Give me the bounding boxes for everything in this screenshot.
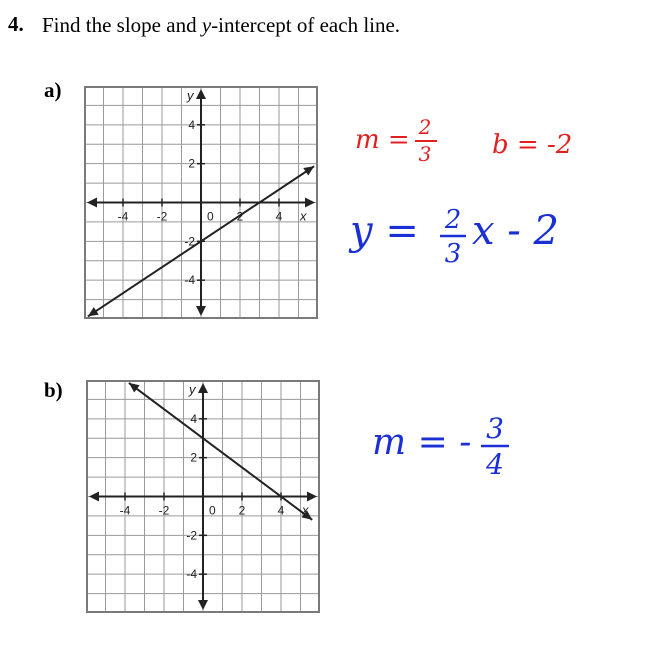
question-text: Find the slope and y-intercept of each l… bbox=[42, 12, 402, 39]
work-a-eq-num: 2 bbox=[444, 205, 462, 235]
work-a-intercept-text: b = -2 bbox=[492, 130, 572, 160]
part-a-label: a) bbox=[44, 78, 62, 102]
work-b-slope-den: 4 bbox=[485, 448, 504, 481]
graph-b-svg: -4 -2 0 2 4 4 2 -2 -4 x y bbox=[86, 380, 320, 613]
x-axis-label: x bbox=[299, 209, 307, 224]
x-axis-label: x bbox=[301, 503, 309, 518]
x-tick-label: -4 bbox=[118, 210, 129, 224]
work-b-slope-num: 3 bbox=[486, 412, 504, 445]
work-a-eq-right: x - 2 bbox=[472, 208, 559, 254]
y-tick-label: -2 bbox=[186, 528, 197, 542]
work-b-slope: m = - 3 4 bbox=[372, 408, 532, 488]
x-tick-label: 4 bbox=[278, 504, 285, 518]
y-axis-label: y bbox=[186, 88, 195, 103]
work-a-intercept: b = -2 bbox=[492, 125, 612, 165]
x-tick-label: 2 bbox=[239, 504, 246, 518]
x-axis-arrow-left bbox=[89, 491, 99, 502]
y-axis-arrow-up bbox=[196, 89, 206, 99]
y-axis-arrow-down bbox=[198, 600, 208, 610]
x-axis-arrow-right bbox=[305, 197, 315, 208]
part-b-label: b) bbox=[44, 378, 63, 402]
y-tick-label: -4 bbox=[184, 273, 195, 287]
y-axis-label: y bbox=[188, 382, 197, 397]
work-a-slope-label: m = bbox=[355, 125, 410, 155]
work-a-eq-left: y = bbox=[348, 208, 419, 254]
work-a-equation: y = 2 3 x - 2 bbox=[348, 198, 590, 278]
line-arrowhead bbox=[301, 510, 313, 520]
graph-b: -4 -2 0 2 4 4 2 -2 -4 x y bbox=[86, 380, 320, 613]
work-a-slope-den: 3 bbox=[419, 142, 432, 166]
y-tick-label: 4 bbox=[188, 118, 195, 132]
y-tick-label: 2 bbox=[190, 451, 197, 465]
work-a-slope: m = 2 3 bbox=[355, 110, 455, 170]
plotted-line bbox=[87, 165, 315, 318]
x-tick-label: -4 bbox=[120, 504, 131, 518]
y-axis-arrow-up bbox=[198, 383, 208, 393]
x-tick-label: 0 bbox=[207, 210, 214, 224]
x-tick-label: -2 bbox=[157, 210, 168, 224]
y-tick-label: -4 bbox=[186, 567, 197, 581]
line-arrowhead bbox=[303, 166, 315, 176]
question-number: 4. bbox=[8, 12, 24, 36]
question-text-pre: Find the slope and bbox=[42, 13, 202, 37]
y-tick-label: -2 bbox=[184, 234, 195, 248]
y-tick-label: 4 bbox=[190, 412, 197, 426]
plotted-line bbox=[128, 382, 313, 521]
y-axis-arrow-down bbox=[196, 306, 206, 316]
work-a-eq-den: 3 bbox=[445, 239, 462, 269]
y-tick-label: 2 bbox=[188, 157, 195, 171]
question-text-var: y bbox=[201, 13, 212, 37]
x-tick-label: 4 bbox=[276, 210, 283, 224]
x-tick-label: -2 bbox=[159, 504, 170, 518]
line-arrowhead bbox=[87, 307, 99, 317]
question-text-post: -intercept of each line. bbox=[211, 13, 401, 37]
work-b-slope-label: m = - bbox=[372, 422, 471, 463]
work-a-slope-num: 2 bbox=[418, 115, 432, 139]
line-arrowhead bbox=[128, 382, 140, 393]
x-tick-label: 0 bbox=[209, 504, 216, 518]
x-axis-arrow-left bbox=[87, 197, 97, 208]
x-axis-arrow-right bbox=[307, 491, 317, 502]
